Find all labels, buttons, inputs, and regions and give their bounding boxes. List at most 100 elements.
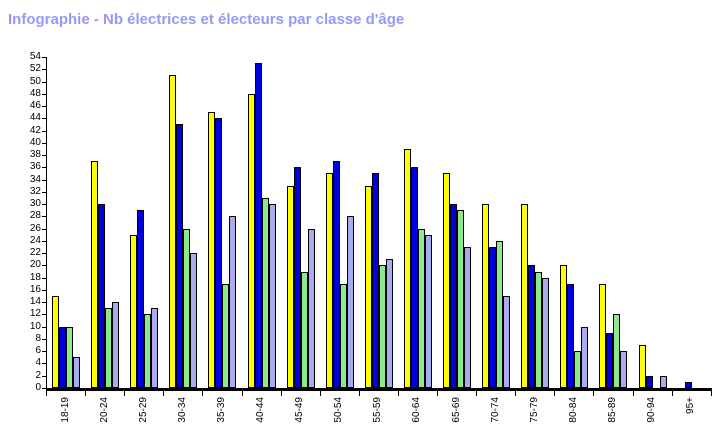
bar-70-74-mauve [503,296,510,388]
x-tick [85,391,86,396]
bar-80-84-vert [574,351,581,388]
y-tick [42,278,47,279]
x-tick [593,391,594,396]
bar-65-69-vert [457,210,464,388]
x-tick [515,391,516,396]
y-tick [42,327,47,328]
x-axis-label: 80-84 [568,397,579,423]
x-tick [124,391,125,396]
bar-95+-bleu [685,382,692,388]
bar-75-79-bleu [528,265,535,388]
x-axis-label: 95+ [685,397,696,414]
y-tick [42,388,47,389]
y-tick [42,106,47,107]
bar-45-49-jaune [287,186,294,388]
bar-18-19-mauve [73,357,80,388]
bar-20-24-mauve [112,302,119,388]
bar-70-74-bleu [489,247,496,388]
x-axis-label: 30-34 [177,397,188,423]
bar-45-49-bleu [294,167,301,388]
bar-85-89-bleu [606,333,613,388]
y-tick [42,69,47,70]
bar-85-89-mauve [620,351,627,388]
x-axis-label: 50-54 [333,397,344,423]
x-axis-label: 45-49 [294,397,305,423]
x-axis-label: 85-89 [607,397,618,423]
x-axis-label: 25-29 [138,397,149,423]
x-tick [242,391,243,396]
bar-90-94-mauve [660,376,667,388]
bar-70-74-jaune [482,204,489,388]
bar-50-54-bleu [333,161,340,388]
y-tick [42,57,47,58]
chart-title: Infographie - Nb électrices et électeurs… [8,11,405,28]
y-tick-label: 36 [29,161,41,172]
bar-50-54-jaune [326,173,333,388]
y-tick [42,131,47,132]
y-tick-label: 28 [29,210,41,221]
bar-35-39-vert [222,284,229,388]
bar-45-49-mauve [308,229,315,388]
y-tick [42,302,47,303]
y-tick-label: 2 [35,370,41,381]
y-tick [42,216,47,217]
x-axis [46,388,712,391]
x-axis-label: 65-69 [451,397,462,423]
bar-40-44-vert [262,198,269,388]
x-axis-label: 60-64 [411,397,422,423]
y-tick [42,229,47,230]
y-tick [42,265,47,266]
bar-45-49-vert [301,272,308,388]
bar-20-24-bleu [98,204,105,388]
x-tick [202,391,203,396]
y-tick-label: 4 [35,357,41,368]
bar-40-44-jaune [248,94,255,388]
y-tick [42,253,47,254]
y-tick-label: 50 [29,76,41,87]
bar-75-79-jaune [521,204,528,388]
y-tick-label: 34 [29,174,41,185]
bar-25-29-mauve [151,308,158,388]
y-tick [42,143,47,144]
x-tick [554,391,555,396]
x-axis-label: 40-44 [255,397,266,423]
x-tick [398,391,399,396]
bar-55-59-mauve [386,259,393,388]
x-axis-label: 75-79 [529,397,540,423]
y-tick-label: 26 [29,223,41,234]
x-tick [46,391,47,396]
bar-50-54-vert [340,284,347,388]
bar-30-34-jaune [169,75,176,388]
bar-60-64-vert [418,229,425,388]
x-axis-label: 18-19 [60,397,71,423]
y-tick [42,204,47,205]
y-tick-label: 32 [29,186,41,197]
y-tick-label: 10 [29,321,41,332]
x-tick [672,391,673,396]
y-tick-label: 42 [29,125,41,136]
y-tick-label: 12 [29,308,41,319]
bar-85-89-jaune [599,284,606,388]
bar-35-39-bleu [215,118,222,388]
y-tick [42,118,47,119]
y-tick [42,192,47,193]
x-tick [163,391,164,396]
y-tick-label: 52 [29,63,41,74]
y-tick-label: 18 [29,272,41,283]
x-axis-label: 90-94 [646,397,657,423]
bar-35-39-mauve [229,216,236,388]
y-tick-label: 8 [35,333,41,344]
bar-90-94-bleu [646,376,653,388]
bar-18-19-bleu [59,327,66,388]
bar-25-29-bleu [137,210,144,388]
bar-40-44-bleu [255,63,262,388]
x-tick [633,391,634,396]
bar-80-84-jaune [560,265,567,388]
y-axis [46,57,47,388]
bar-35-39-jaune [208,112,215,388]
y-tick-label: 46 [29,100,41,111]
y-tick [42,180,47,181]
bar-75-79-mauve [542,278,549,388]
